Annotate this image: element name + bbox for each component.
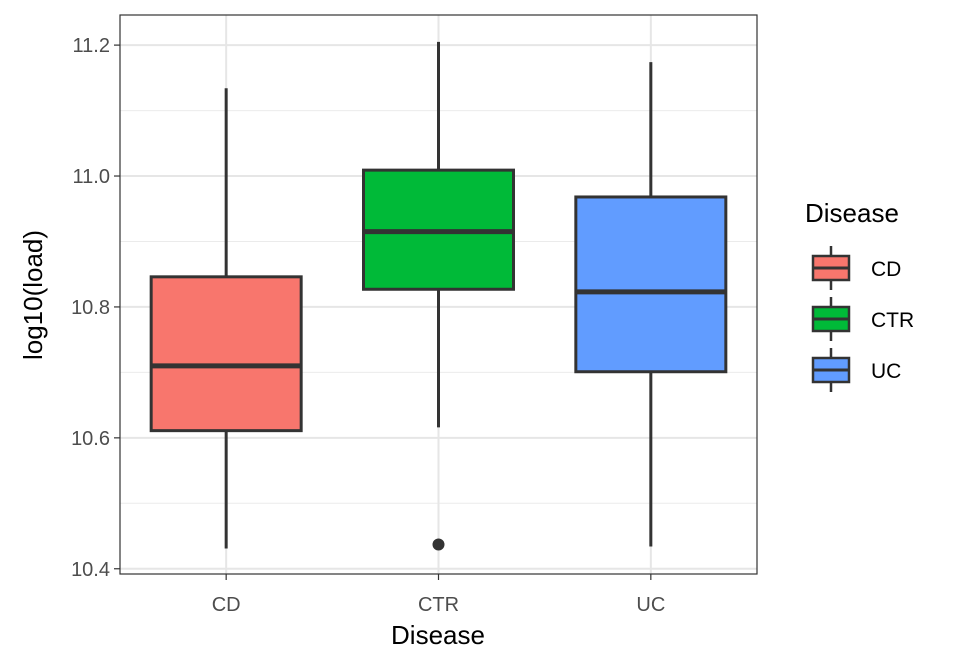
legend-item-ctr: CTR [811,297,914,341]
x-axis: CD CTR UC [212,574,665,616]
iqr-box [149,275,303,433]
legend-label: UC [871,360,901,383]
legend-title: Disease [805,198,899,228]
y-tick-label: 10.6 [71,428,110,450]
x-tick-label: CTR [418,594,459,616]
y-axis-title: log10(load) [18,230,48,360]
box-cd [149,88,303,549]
y-tick-label: 10.8 [71,297,110,319]
y-tick-label: 11.0 [73,166,110,188]
box-ctr [362,41,515,551]
x-axis-title: Disease [391,620,485,650]
legend-label: CTR [871,309,914,332]
outlier-point [432,538,445,551]
x-tick-label: UC [636,594,665,616]
legend-item-cd: CD [811,246,901,290]
y-tick-label: 11.2 [73,35,110,57]
y-axis: 10.4 10.6 10.8 11.0 11.2 [71,35,120,581]
y-tick-label: 10.4 [71,559,110,581]
legend-item-uc: UC [811,348,901,392]
legend: Disease CD CTR UC [805,198,914,392]
legend-label: CD [871,258,901,281]
box-uc [574,62,728,547]
iqr-box [574,195,728,374]
x-tick-label: CD [212,594,241,616]
boxes [149,41,728,551]
